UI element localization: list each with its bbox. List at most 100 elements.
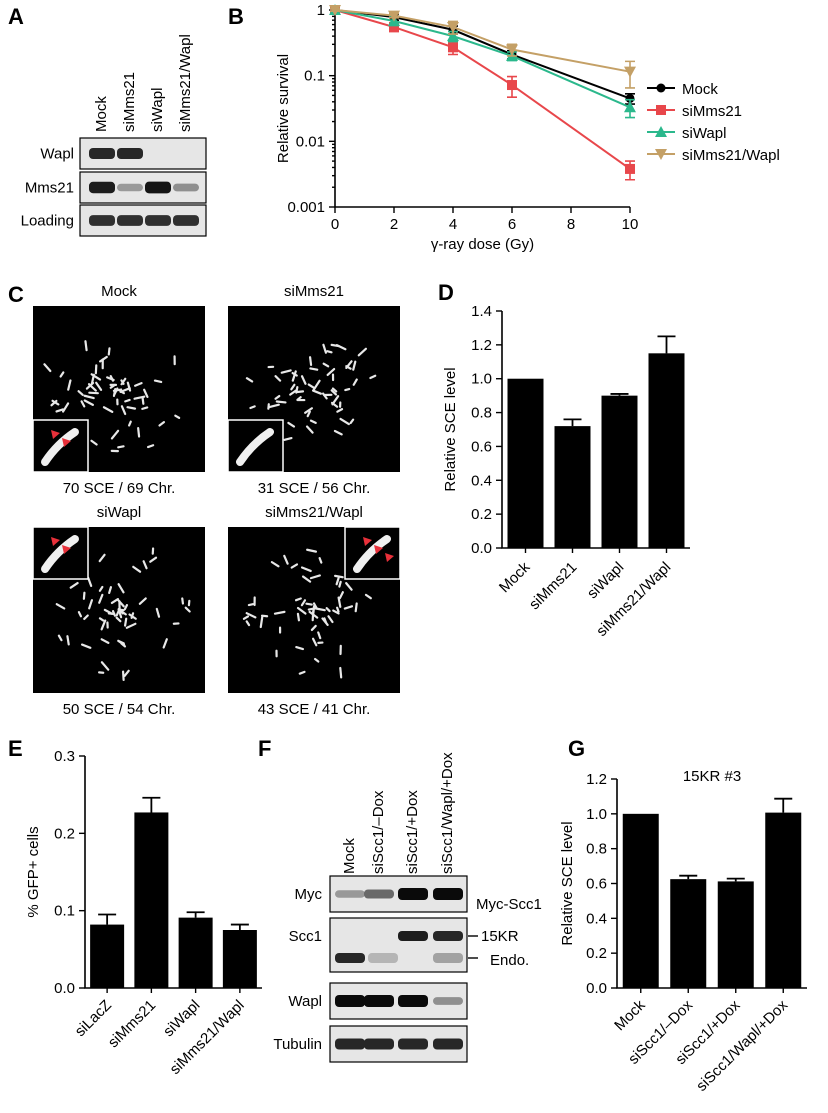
x-tick-label: siWapl (584, 559, 627, 602)
chromosome (308, 356, 313, 367)
blot-band (145, 215, 171, 226)
error-bar (610, 393, 629, 396)
chromosome (330, 389, 338, 396)
chromosome (317, 631, 322, 640)
y-axis-title: % GFP+ cells (25, 826, 42, 917)
chromosome (109, 383, 116, 389)
metaphase-images: Mock 70 SCE / 69 Chr. siMms21 31 SCE / 56 C… (32, 283, 401, 718)
y-tick-label: 1.0 (586, 806, 607, 823)
chromosome (120, 405, 127, 416)
chromosome (323, 617, 328, 624)
chromosome (309, 574, 321, 580)
y-tick-label: 0.4 (586, 910, 607, 927)
panel-g: G 0.0 0.2 0.4 0.6 0.8 1.0 1.2 Relative SCE leve… (559, 736, 807, 1095)
y-tick-label: 1.2 (471, 337, 492, 354)
chromosome (369, 374, 377, 380)
series-line (334, 9, 631, 109)
chromosome (83, 394, 95, 400)
y-tick-label: 0.01 (296, 133, 325, 150)
chromosome (345, 360, 353, 369)
chromosome (259, 616, 264, 629)
chromosome (120, 377, 127, 386)
chromosome (280, 369, 292, 374)
data-point (656, 105, 666, 115)
chromosome (306, 410, 311, 418)
chromosome (289, 389, 298, 396)
chromosome (242, 615, 250, 620)
chromosome (61, 402, 70, 413)
chromosome (50, 399, 58, 407)
chromosome (260, 614, 269, 618)
blot-row-label: Tubulin (273, 1036, 322, 1053)
lane-label: Mock (93, 96, 110, 132)
chromosome (352, 360, 357, 371)
x-tick-label: siLacZ (72, 997, 115, 1040)
chromosome (275, 400, 287, 404)
y-tick-label: 0.6 (471, 438, 492, 455)
chromosome (296, 606, 307, 615)
blot-row-label: Scc1 (289, 928, 322, 945)
chromosome (268, 403, 280, 409)
chromosome (307, 383, 315, 389)
chromosome (133, 382, 143, 387)
chromosome (119, 390, 126, 395)
chromosome (321, 392, 328, 400)
x-tick-label: siScc1/Wapl/+Dox (693, 996, 791, 1094)
chromosome (124, 398, 131, 403)
panel-label-c: C (8, 282, 24, 307)
blot-band (89, 215, 115, 226)
chromosome (90, 439, 98, 446)
chromosome (296, 612, 301, 622)
chromosome (95, 381, 103, 391)
chromosome (270, 561, 280, 568)
chromosome (298, 670, 306, 675)
chromosome (102, 406, 114, 413)
blot-band (398, 931, 428, 941)
x-tick-label: 2 (390, 216, 398, 233)
bar (601, 395, 638, 548)
chromosome (117, 583, 125, 594)
lane-label: siScc1/+Dox (404, 790, 421, 874)
blot-band (117, 183, 143, 192)
data-point (655, 126, 667, 137)
chromosome (290, 563, 299, 569)
chromosome (331, 387, 338, 393)
blot-row-label: Myc (295, 886, 323, 903)
chromosome (141, 396, 145, 405)
x-tick-label: Mock (611, 996, 649, 1034)
data-point (389, 22, 399, 33)
chromosome (98, 553, 106, 563)
chromosome (117, 608, 123, 619)
blot-band (173, 215, 199, 226)
y-tick-label: 0.4 (471, 472, 492, 489)
chromosome (98, 585, 104, 592)
data-point (506, 44, 518, 56)
chromosome (107, 347, 111, 356)
chromosome (290, 383, 296, 391)
chromosome (110, 429, 120, 440)
bar (134, 812, 169, 988)
y-tick-label: 0.2 (471, 506, 492, 523)
legend-label: siMms21 (682, 103, 742, 120)
x-tick-label: siWapl (160, 997, 203, 1040)
blot-f-lane-labels: Mock siScc1/–Dox siScc1/+Dox siScc1/Wapl/+D… (341, 752, 456, 874)
chromosome (354, 602, 358, 613)
chromosome (88, 599, 94, 610)
inset-chromosome (353, 535, 391, 573)
chromosome (344, 387, 351, 392)
chromosome (330, 401, 339, 408)
blot-band (368, 953, 398, 963)
chromosome (336, 606, 340, 613)
blot-band (335, 1038, 365, 1050)
chromosome (118, 608, 127, 616)
chromosome (311, 637, 318, 647)
bar (622, 813, 659, 988)
sce-arrow (62, 545, 71, 554)
error-bar (142, 796, 161, 813)
y-axis-title: Relative SCE level (559, 821, 576, 945)
blot-band (335, 995, 365, 1007)
chromosome (245, 377, 254, 383)
blot-band (335, 890, 365, 898)
